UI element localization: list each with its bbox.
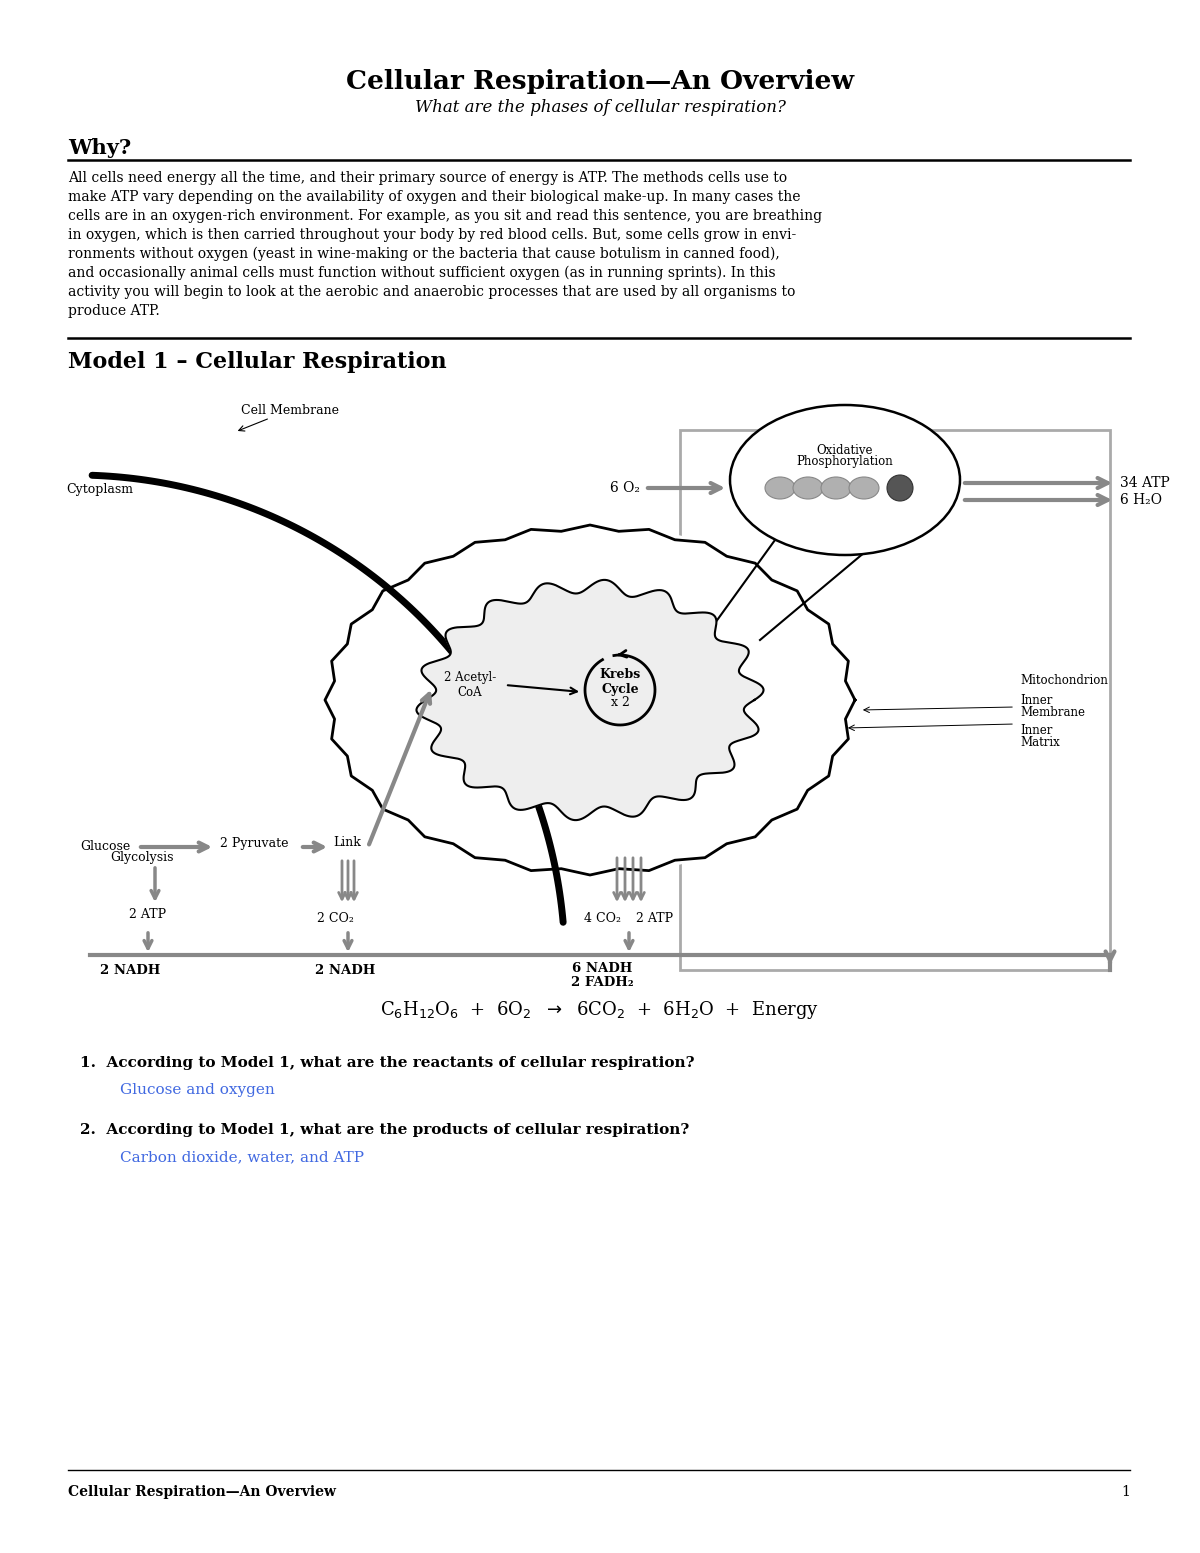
Text: 2 ATP: 2 ATP — [636, 912, 673, 924]
Text: in oxygen, which is then carried throughout your body by red blood cells. But, s: in oxygen, which is then carried through… — [68, 228, 797, 242]
Text: 6 NADH: 6 NADH — [572, 961, 632, 974]
Text: 1: 1 — [1121, 1485, 1130, 1499]
Text: Membrane: Membrane — [1020, 707, 1085, 719]
Text: C$_6$H$_{12}$O$_6$  +  6O$_2$  $\rightarrow$  6CO$_2$  +  6H$_2$O  +  Energy: C$_6$H$_{12}$O$_6$ + 6O$_2$ $\rightarrow… — [380, 999, 820, 1020]
Text: Model 1 – Cellular Respiration: Model 1 – Cellular Respiration — [68, 351, 446, 373]
Text: and occasionally animal cells must function without sufficient oxygen (as in run: and occasionally animal cells must funct… — [68, 266, 775, 280]
Text: Carbon dioxide, water, and ATP: Carbon dioxide, water, and ATP — [120, 1151, 364, 1165]
Text: 4 CO₂: 4 CO₂ — [583, 912, 620, 924]
Text: Krebs: Krebs — [599, 668, 641, 682]
Text: cells are in an oxygen-rich environment. For example, as you sit and read this s: cells are in an oxygen-rich environment.… — [68, 210, 822, 224]
Text: 2 CO₂: 2 CO₂ — [317, 912, 354, 924]
Ellipse shape — [793, 477, 823, 499]
Text: Link: Link — [334, 837, 361, 849]
Text: produce ATP.: produce ATP. — [68, 304, 160, 318]
Ellipse shape — [821, 477, 851, 499]
Ellipse shape — [730, 405, 960, 554]
Text: 1.  According to Model 1, what are the reactants of cellular respiration?: 1. According to Model 1, what are the re… — [80, 1056, 695, 1070]
Text: make ATP vary depending on the availability of oxygen and their biological make-: make ATP vary depending on the availabil… — [68, 189, 800, 203]
Bar — [680, 430, 1110, 971]
Text: 2 ATP: 2 ATP — [130, 909, 167, 921]
Text: x 2: x 2 — [611, 696, 630, 710]
Text: Cellular Respiration—An Overview: Cellular Respiration—An Overview — [68, 1485, 336, 1499]
Polygon shape — [325, 525, 854, 874]
Text: ronments without oxygen (yeast in wine-making or the bacteria that cause botulis: ronments without oxygen (yeast in wine-m… — [68, 247, 780, 261]
Text: 2 Pyruvate: 2 Pyruvate — [220, 837, 288, 849]
Text: Matrix: Matrix — [1020, 736, 1060, 750]
Text: Glucose: Glucose — [80, 840, 131, 854]
Text: Why?: Why? — [68, 138, 131, 158]
Text: 2 FADH₂: 2 FADH₂ — [571, 975, 634, 989]
Text: What are the phases of cellular respiration?: What are the phases of cellular respirat… — [414, 99, 786, 116]
Text: 2 Acetyl-
CoA: 2 Acetyl- CoA — [444, 671, 496, 699]
Text: Oxidative: Oxidative — [817, 444, 874, 457]
Text: 34 ATP: 34 ATP — [1120, 477, 1170, 491]
Text: Inner: Inner — [1020, 724, 1052, 736]
Text: Cytoplasm: Cytoplasm — [66, 483, 133, 497]
Text: All cells need energy all the time, and their primary source of energy is ATP. T: All cells need energy all the time, and … — [68, 171, 787, 185]
Text: 2.  According to Model 1, what are the products of cellular respiration?: 2. According to Model 1, what are the pr… — [80, 1123, 689, 1137]
Text: Cellular Respiration—An Overview: Cellular Respiration—An Overview — [346, 70, 854, 95]
Text: Phosphorylation: Phosphorylation — [797, 455, 893, 469]
Text: Glucose and oxygen: Glucose and oxygen — [120, 1082, 275, 1096]
Ellipse shape — [766, 477, 796, 499]
Text: 6 O₂: 6 O₂ — [610, 481, 640, 495]
Ellipse shape — [325, 525, 854, 874]
Text: Glycolysis: Glycolysis — [110, 851, 174, 865]
Text: Mitochondrion: Mitochondrion — [1020, 674, 1108, 686]
Ellipse shape — [887, 475, 913, 502]
Text: 2 NADH: 2 NADH — [100, 963, 161, 977]
Text: Inner: Inner — [1020, 694, 1052, 707]
Text: 2 NADH: 2 NADH — [314, 963, 376, 977]
Text: 6 H₂O: 6 H₂O — [1120, 492, 1162, 506]
Text: activity you will begin to look at the aerobic and anaerobic processes that are : activity you will begin to look at the a… — [68, 286, 796, 300]
Polygon shape — [416, 579, 763, 820]
Text: Cell Membrane: Cell Membrane — [241, 404, 340, 416]
Text: Cycle: Cycle — [601, 683, 638, 696]
Ellipse shape — [850, 477, 878, 499]
